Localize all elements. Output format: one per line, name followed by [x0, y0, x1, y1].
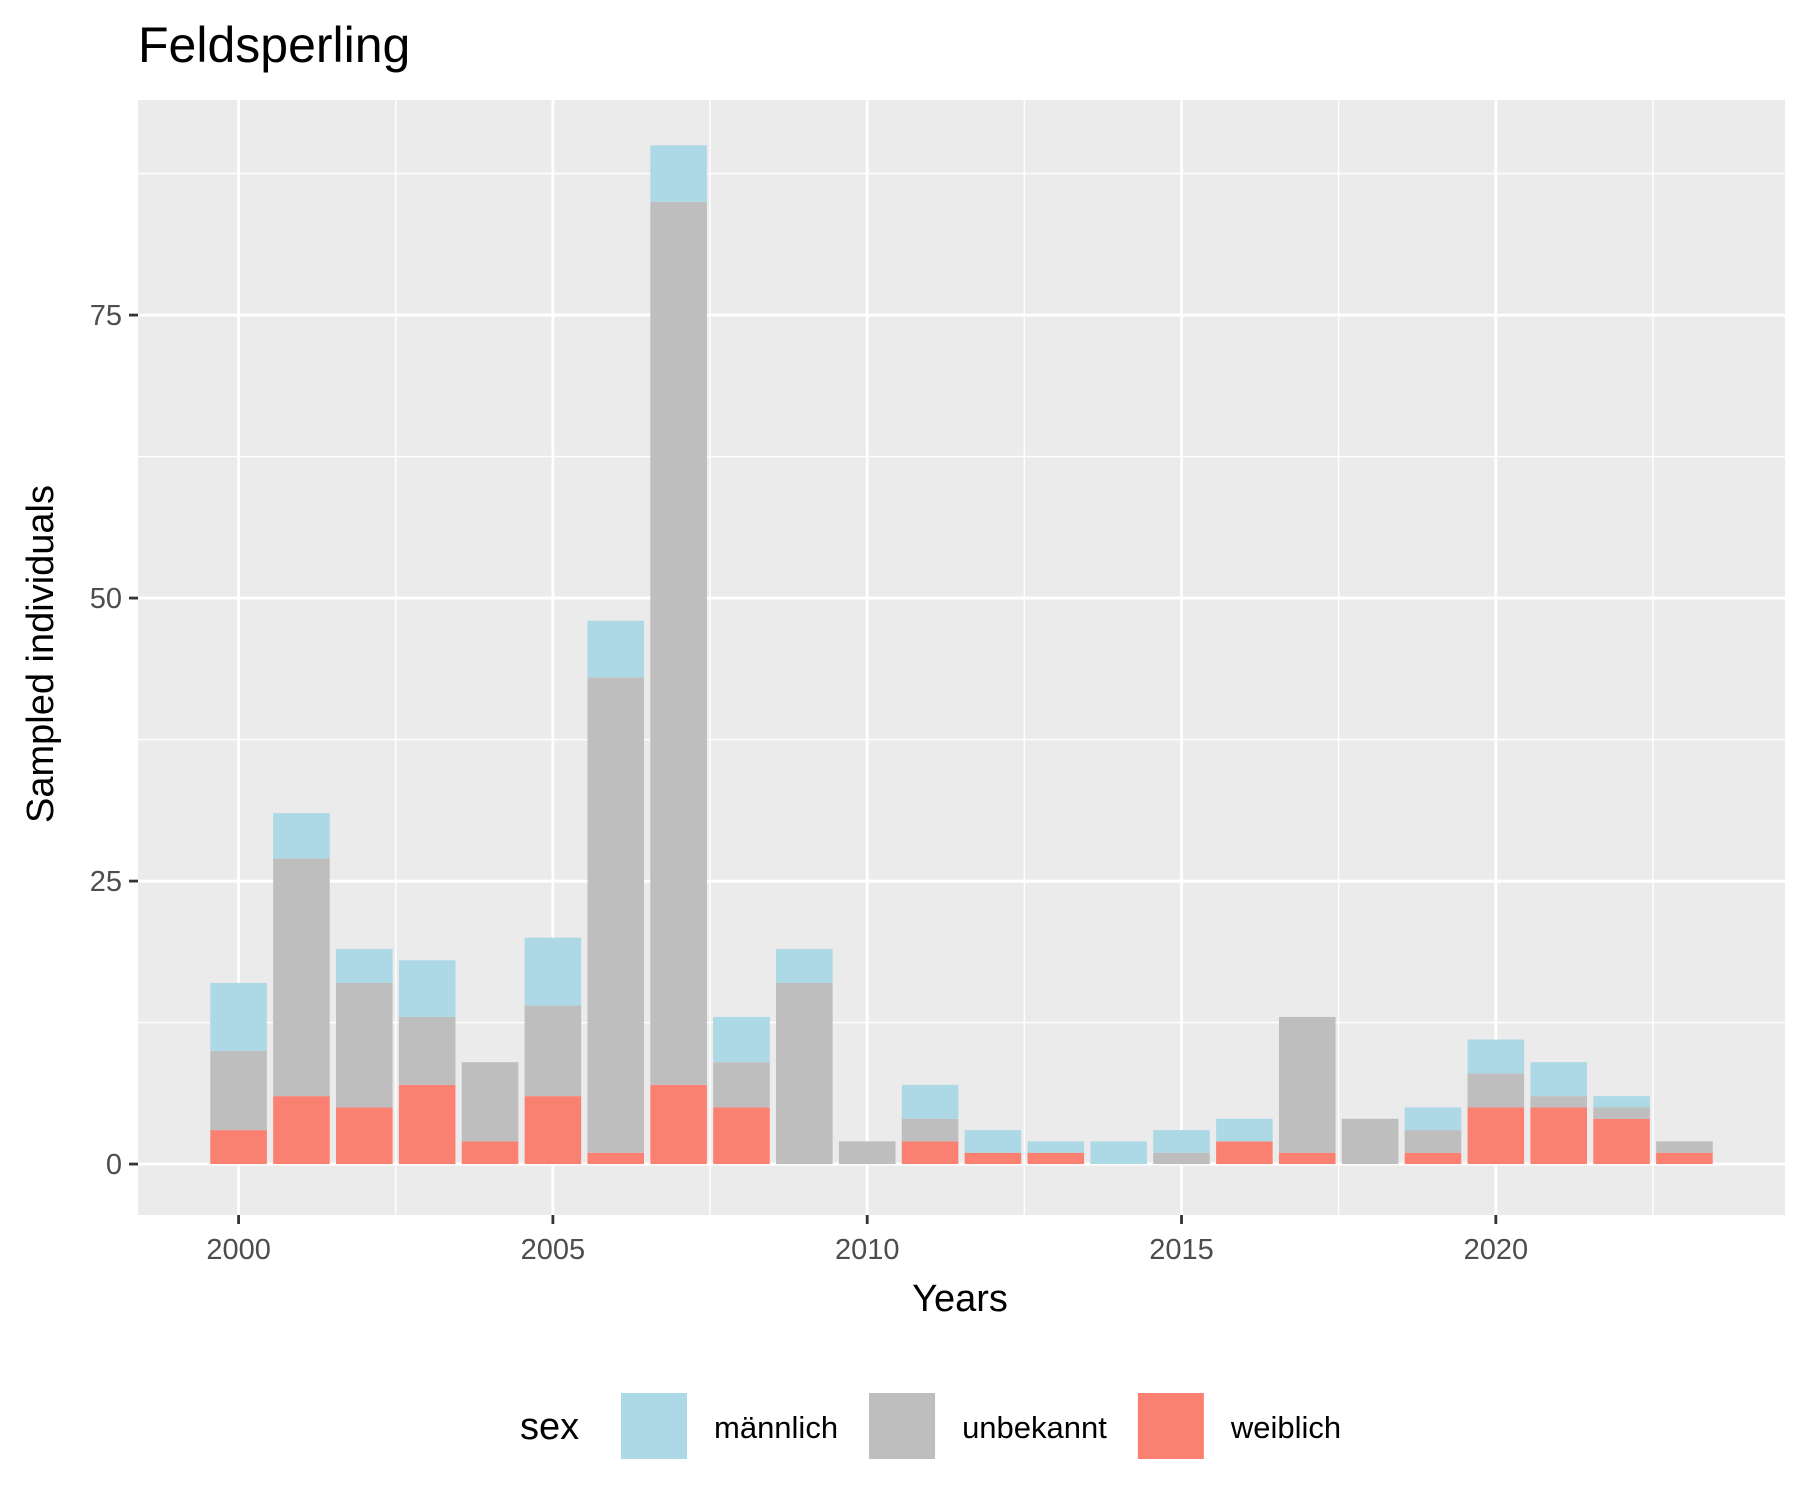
y-tick-label: 0 — [106, 1149, 122, 1181]
legend-key-unbekannt — [867, 1391, 938, 1461]
bar-männlich-2013 — [1027, 1141, 1085, 1153]
bar-männlich-2011 — [901, 1084, 959, 1119]
chart-title: Feldsperling — [138, 17, 410, 73]
grid-minor — [138, 100, 1785, 1215]
bar-männlich-2007 — [650, 145, 707, 202]
bar-weiblich-2004 — [461, 1141, 519, 1165]
bar-unbekannt-2019 — [1404, 1130, 1462, 1153]
legend-key-männlich — [619, 1391, 689, 1461]
x-axis-title: Years — [912, 1278, 1008, 1320]
bar-unbekannt-2011 — [901, 1118, 959, 1142]
bar-männlich-2014 — [1090, 1141, 1147, 1165]
bar-unbekannt-2009 — [776, 982, 833, 1165]
bar-männlich-2006 — [587, 620, 645, 678]
bar-unbekannt-2018 — [1341, 1118, 1399, 1165]
bar-unbekannt-2008 — [713, 1062, 770, 1108]
bar-weiblich-2016 — [1216, 1141, 1273, 1165]
x-tick-label: 2010 — [835, 1234, 900, 1266]
bar-weiblich-2003 — [398, 1084, 456, 1165]
bar-unbekannt-2015 — [1153, 1152, 1210, 1165]
y-axis-title: Sampled individuals — [20, 485, 62, 823]
x-axis: 2000 2005 2010 2015 2020 — [206, 1215, 1528, 1266]
y-tick-label: 25 — [90, 866, 122, 898]
bar-männlich-2005 — [524, 937, 582, 1006]
bar-unbekannt-2004 — [461, 1062, 519, 1142]
bar-weiblich-2005 — [524, 1096, 582, 1165]
legend-label-männlich: männlich — [714, 1410, 838, 1445]
bar-unbekannt-2010 — [838, 1141, 896, 1165]
bar-unbekannt-2023 — [1656, 1141, 1713, 1153]
bar-weiblich-2001 — [273, 1096, 330, 1165]
x-tick-label: 2005 — [521, 1234, 586, 1266]
bar-unbekannt-2000 — [210, 1050, 267, 1131]
x-tick-label: 2020 — [1464, 1234, 1529, 1266]
bar-weiblich-2020 — [1467, 1107, 1525, 1165]
bar-unbekannt-2006 — [587, 677, 645, 1153]
bar-weiblich-2017 — [1278, 1152, 1336, 1165]
bars — [210, 145, 1713, 1165]
bar-weiblich-2008 — [713, 1107, 770, 1165]
bar-männlich-2016 — [1216, 1118, 1273, 1142]
legend-label-unbekannt: unbekannt — [962, 1410, 1107, 1445]
bar-weiblich-2011 — [901, 1141, 959, 1165]
legend-title: sex — [520, 1406, 579, 1448]
bar-unbekannt-2001 — [273, 858, 330, 1097]
bar-unbekannt-2017 — [1278, 1016, 1336, 1153]
bar-weiblich-2023 — [1656, 1152, 1713, 1165]
y-tick-label: 75 — [90, 300, 122, 332]
bar-männlich-2012 — [964, 1130, 1022, 1153]
bar-weiblich-2022 — [1593, 1118, 1650, 1165]
bar-männlich-2008 — [713, 1016, 770, 1063]
bar-weiblich-2021 — [1530, 1107, 1587, 1165]
legend: sex männlich unbekannt weiblich — [520, 1391, 1341, 1461]
bar-männlich-2003 — [398, 960, 456, 1017]
bar-männlich-2009 — [776, 948, 833, 983]
y-axis: 0 25 50 75 — [90, 300, 138, 1181]
bar-unbekannt-2021 — [1530, 1096, 1587, 1108]
bar-unbekannt-2002 — [336, 982, 393, 1108]
bar-weiblich-2007 — [650, 1084, 707, 1165]
x-tick-label: 2015 — [1149, 1234, 1214, 1266]
bar-männlich-2000 — [210, 982, 267, 1051]
bar-männlich-2015 — [1153, 1130, 1210, 1153]
bar-unbekannt-2003 — [398, 1016, 456, 1085]
bar-männlich-2001 — [273, 813, 330, 859]
y-tick-label: 50 — [90, 583, 122, 615]
bar-weiblich-2013 — [1027, 1152, 1085, 1165]
bar-unbekannt-2007 — [650, 201, 707, 1085]
x-tick-label: 2000 — [206, 1234, 271, 1266]
bar-weiblich-2019 — [1404, 1152, 1462, 1165]
bar-männlich-2022 — [1593, 1096, 1650, 1108]
bar-unbekannt-2005 — [524, 1005, 582, 1097]
legend-key-weiblich — [1135, 1391, 1206, 1461]
bar-unbekannt-2020 — [1467, 1073, 1525, 1108]
bar-männlich-2002 — [336, 948, 393, 983]
bar-weiblich-2000 — [210, 1130, 267, 1165]
legend-label-weiblich: weiblich — [1230, 1410, 1341, 1445]
bar-weiblich-2012 — [964, 1152, 1022, 1165]
bar-männlich-2019 — [1404, 1107, 1462, 1131]
bar-unbekannt-2022 — [1593, 1107, 1650, 1119]
bar-männlich-2020 — [1467, 1039, 1525, 1074]
bar-weiblich-2006 — [587, 1152, 645, 1165]
bar-weiblich-2002 — [336, 1107, 393, 1165]
bar-männlich-2021 — [1530, 1062, 1587, 1097]
